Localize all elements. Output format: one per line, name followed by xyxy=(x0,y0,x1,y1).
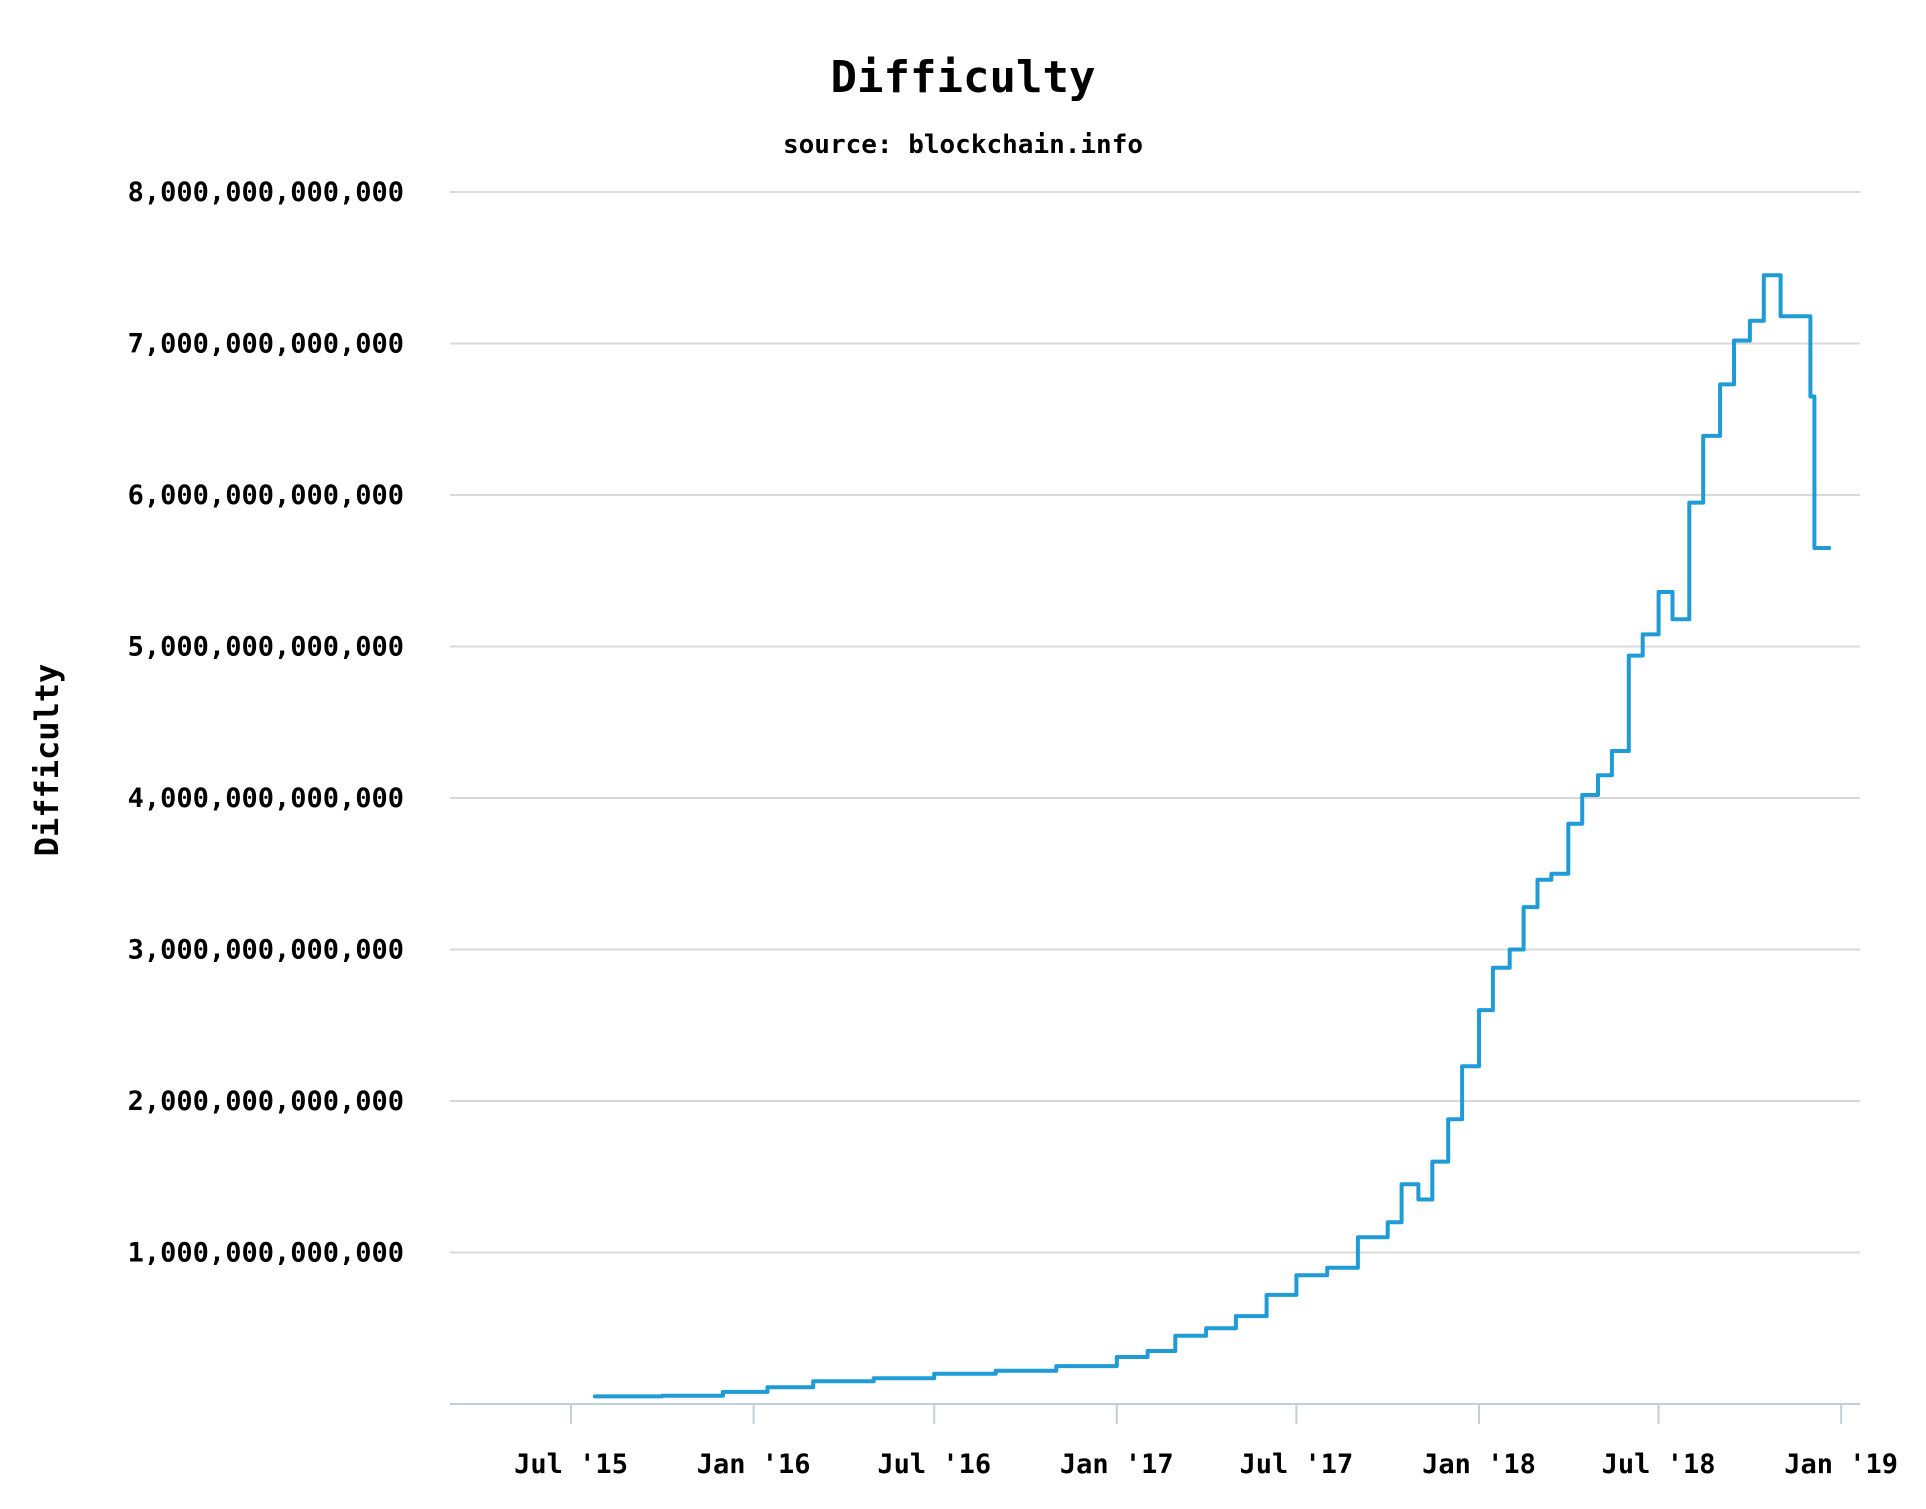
chart-subtitle: source: blockchain.info xyxy=(783,130,1143,160)
series-line-0 xyxy=(592,273,1832,1399)
x-tick-label-7: Jan '19 xyxy=(1784,1449,1898,1480)
y-tick-label-3: 4,000,000,000,000 xyxy=(128,783,404,814)
x-axis xyxy=(450,1403,1860,1424)
y-tick-label-0: 1,000,000,000,000 xyxy=(128,1238,404,1269)
x-tick-label-6: Jul '18 xyxy=(1602,1449,1716,1480)
gridlines xyxy=(450,191,1860,1254)
x-axis-tick-labels: Jul '15 Jan '16 Jul '16 Jan '17 Jul '17 Jan '… xyxy=(514,1449,1898,1480)
x-tick-label-1: Jan '16 xyxy=(697,1449,811,1480)
y-tick-label-2: 3,000,000,000,000 xyxy=(128,935,404,966)
y-tick-label-7: 8,000,000,000,000 xyxy=(128,177,404,208)
y-tick-label-4: 5,000,000,000,000 xyxy=(128,632,404,663)
y-axis-title: Difficulty xyxy=(28,664,66,857)
y-tick-label-5: 6,000,000,000,000 xyxy=(128,480,404,511)
x-tick-label-5: Jan '18 xyxy=(1422,1449,1536,1480)
x-tick-label-4: Jul '17 xyxy=(1239,1449,1353,1480)
x-tick-label-3: Jan '17 xyxy=(1060,1449,1174,1480)
y-tick-label-1: 2,000,000,000,000 xyxy=(128,1086,404,1117)
y-tick-label-6: 7,000,000,000,000 xyxy=(128,329,404,360)
x-tick-label-0: Jul '15 xyxy=(514,1449,628,1480)
y-axis-tick-labels: 1,000,000,000,000 2,000,000,000,000 3,000,… xyxy=(128,177,404,1269)
x-tick-label-2: Jul '16 xyxy=(877,1449,991,1480)
series-layer xyxy=(592,273,1832,1399)
chart-title: Difficulty xyxy=(831,52,1096,103)
